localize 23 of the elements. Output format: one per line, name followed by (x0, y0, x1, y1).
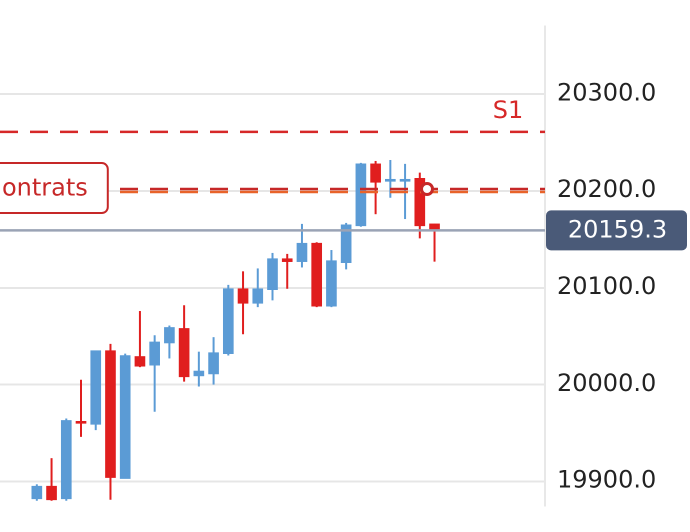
candlestick (238, 270, 248, 336)
candlestick (370, 160, 381, 216)
candlestick (194, 350, 204, 388)
y-tick-label: 20000.0 (557, 368, 656, 397)
candlestick (252, 267, 264, 308)
candlestick (296, 222, 308, 268)
ref-line-label: 20159.3 (568, 216, 668, 244)
y-tick-label: 20300.0 (557, 78, 656, 106)
candlestick (31, 483, 42, 502)
candlestick (400, 162, 410, 220)
y-tick-label: 20100.0 (557, 272, 656, 300)
candlestick (46, 457, 57, 502)
candlestick (149, 334, 160, 413)
candlestick (282, 252, 293, 290)
candlestick (134, 310, 146, 368)
ref-line-label: S1 (492, 96, 524, 124)
candlestick (208, 336, 219, 386)
candlestick (164, 324, 175, 360)
ref-line-label: ontrats (2, 173, 88, 202)
candlestick (385, 158, 396, 199)
candlestick (76, 378, 86, 438)
y-tick-label: 19900.0 (557, 466, 656, 494)
y-tick-label: 20200.0 (557, 175, 656, 204)
